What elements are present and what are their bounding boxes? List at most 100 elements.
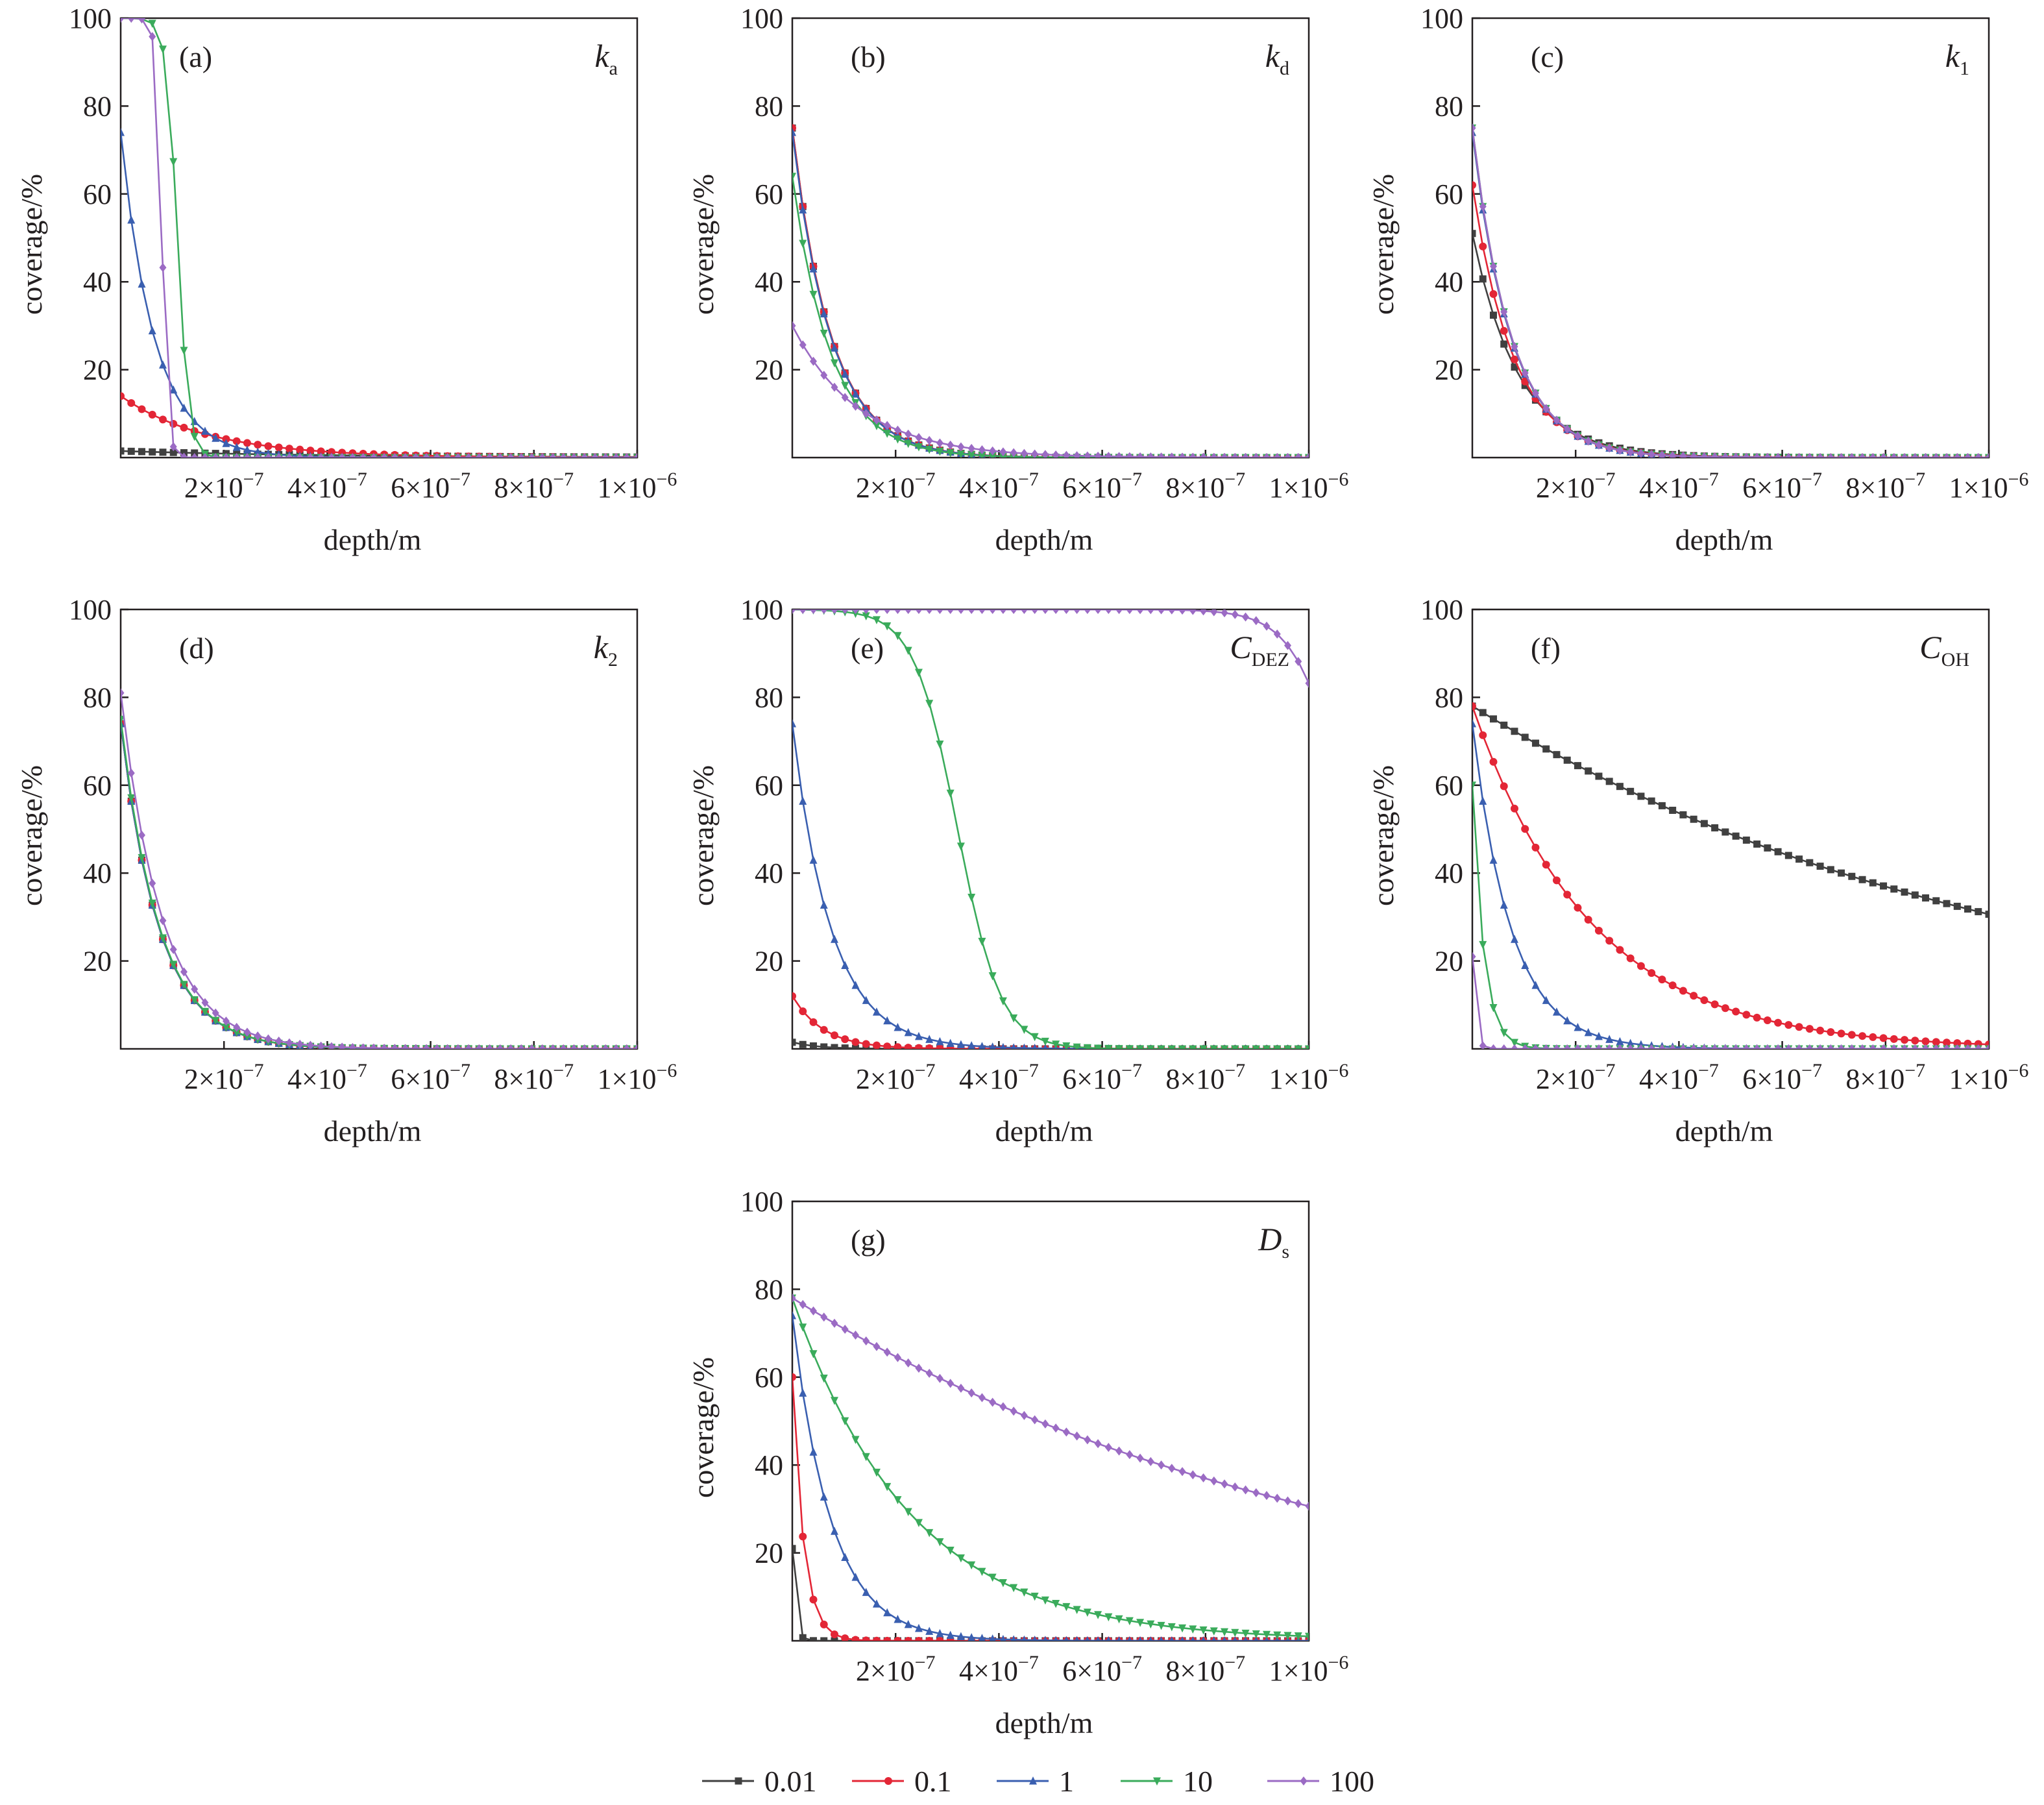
data-point [1252, 452, 1260, 458]
data-point [1167, 1623, 1176, 1632]
x-tick-label: 1×10−6 [1949, 1060, 2029, 1095]
data-point [1795, 1044, 1803, 1049]
series-10 [792, 609, 1309, 1049]
data-point [1500, 1044, 1508, 1049]
series-line [792, 1297, 1309, 1507]
data-point [830, 359, 838, 368]
data-point [328, 453, 335, 458]
data-point [1295, 657, 1302, 667]
data-point [1500, 782, 1508, 791]
data-point [1201, 1636, 1206, 1641]
data-point [1594, 1031, 1603, 1040]
data-point [1784, 1021, 1793, 1029]
data-point [1553, 415, 1561, 425]
data-point [841, 1324, 849, 1334]
data-point [883, 1482, 892, 1492]
data-point [232, 443, 241, 451]
x-tick-label: 4×10−7 [287, 469, 367, 504]
data-point [1243, 1636, 1248, 1641]
data-point [1563, 756, 1571, 764]
data-point [180, 423, 188, 432]
data-point [947, 440, 955, 450]
series-line [1472, 128, 1989, 458]
data-point [1115, 1615, 1123, 1624]
data-point [894, 1636, 902, 1641]
data-point [820, 329, 828, 338]
data-point [1231, 1045, 1239, 1049]
data-point [851, 1038, 860, 1046]
data-point [883, 609, 891, 614]
data-point [862, 609, 870, 614]
data-point [507, 453, 515, 458]
data-point [862, 1453, 870, 1462]
data-point [851, 401, 859, 411]
data-point [936, 1037, 944, 1046]
data-point [1136, 1045, 1145, 1049]
data-point [925, 1529, 934, 1538]
data-point [1648, 450, 1655, 458]
y-tick-label: 20 [83, 354, 112, 386]
data-point [243, 445, 251, 454]
data-point [894, 632, 902, 641]
data-point [809, 1595, 818, 1604]
data-point [1489, 757, 1498, 766]
data-point [296, 453, 304, 458]
data-point [820, 1637, 828, 1641]
data-point [872, 1468, 881, 1477]
data-point [633, 1044, 637, 1049]
data-point [1000, 1634, 1006, 1641]
data-point [1511, 363, 1518, 371]
data-point [1294, 1045, 1302, 1049]
data-point [873, 609, 881, 614]
data-point [138, 279, 146, 288]
series-100 [792, 321, 1309, 458]
data-point [1242, 612, 1250, 622]
data-point [402, 1044, 409, 1049]
data-point [1073, 451, 1081, 458]
data-point [1210, 1627, 1218, 1636]
x-axis-label: depth/m [1675, 523, 1773, 556]
data-point [328, 1042, 335, 1049]
data-point [792, 1545, 796, 1553]
data-point [841, 393, 849, 402]
y-tick-label: 60 [755, 770, 783, 802]
data-point [989, 609, 997, 615]
data-point [1030, 1592, 1039, 1601]
data-point [486, 453, 494, 458]
data-point [1094, 1611, 1102, 1619]
data-point [1104, 1044, 1113, 1049]
x-axis-label: depth/m [324, 1114, 422, 1148]
data-point [1115, 1446, 1123, 1456]
data-point [1753, 1044, 1761, 1049]
data-point [1115, 609, 1123, 615]
data-point [1199, 1045, 1208, 1049]
data-point [1190, 1636, 1195, 1641]
series-line [1472, 705, 1989, 915]
data-point [1083, 1044, 1091, 1049]
data-point [1189, 1625, 1197, 1634]
x-tick-label: 2×10−7 [184, 469, 264, 504]
data-point [830, 935, 838, 943]
data-point [862, 409, 870, 419]
data-point [1806, 1044, 1814, 1049]
data-point [1700, 1044, 1708, 1049]
data-point [1806, 859, 1814, 866]
data-point [1041, 1596, 1049, 1605]
data-point [433, 453, 441, 458]
data-point [1922, 452, 1930, 458]
data-point [1021, 1043, 1027, 1049]
data-point [1200, 609, 1208, 616]
x-tick-label: 2×10−7 [856, 1652, 936, 1687]
data-point [1764, 844, 1771, 852]
data-point [1157, 1045, 1165, 1049]
data-point [841, 1553, 849, 1561]
data-point [1115, 452, 1123, 458]
data-point [1500, 1029, 1508, 1037]
data-point [1922, 1044, 1930, 1049]
data-point [1521, 382, 1529, 389]
data-point [180, 347, 188, 355]
series-1 [1472, 719, 1989, 1049]
data-point [936, 1637, 944, 1641]
parameter-label: k1 [1945, 38, 1969, 79]
data-point [1510, 355, 1518, 363]
